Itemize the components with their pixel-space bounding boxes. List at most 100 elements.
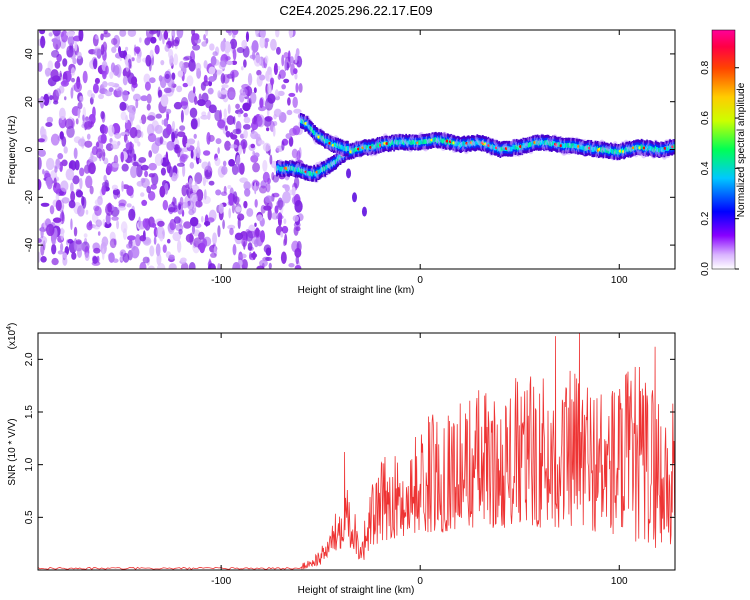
noise-speckle — [288, 92, 296, 97]
noise-speckle — [101, 185, 106, 196]
noise-speckle — [177, 148, 181, 158]
ridge-core — [432, 137, 435, 143]
ridge-core — [637, 144, 640, 150]
ridge-core — [528, 142, 531, 147]
ridge-core — [347, 146, 349, 151]
noise-speckle — [287, 97, 291, 106]
noise-speckle — [230, 69, 239, 78]
ridge-core — [553, 140, 555, 146]
noise-speckle — [274, 89, 279, 98]
noise-speckle — [68, 199, 76, 209]
noise-speckle — [106, 162, 113, 174]
noise-speckle — [294, 247, 302, 258]
noise-speckle — [89, 96, 94, 105]
ridge-core — [456, 141, 459, 146]
snr-frame — [37, 332, 676, 571]
ridge-core — [662, 147, 665, 152]
noise-speckle — [204, 169, 213, 180]
ridge-core — [408, 139, 411, 145]
noise-speckle — [43, 93, 50, 106]
noise-speckle — [245, 230, 253, 242]
noise-speckle — [195, 200, 203, 208]
noise-speckle — [249, 251, 252, 260]
ridge-core — [571, 143, 574, 148]
noise-speckle — [228, 207, 232, 219]
noise-speckle — [243, 59, 247, 68]
noise-speckle — [131, 57, 135, 62]
noise-speckle — [110, 144, 120, 150]
noise-speckle — [112, 188, 121, 196]
snr-y-tick-label: 0.5 — [24, 510, 35, 524]
noise-speckle — [190, 149, 194, 159]
noise-speckle — [159, 233, 164, 242]
noise-speckle — [202, 150, 211, 156]
noise-speckle — [49, 95, 54, 101]
snr-y-multiplier-base: (x10 — [7, 329, 18, 349]
ridge-core — [666, 146, 669, 151]
noise-speckle — [142, 218, 149, 229]
noise-speckle — [225, 30, 232, 34]
noise-speckle — [117, 86, 123, 98]
ridge-core — [562, 143, 565, 149]
noise-speckle — [107, 124, 115, 137]
noise-speckle — [93, 48, 102, 56]
spectral-side-feature — [346, 168, 352, 179]
ridge-core — [422, 139, 425, 145]
noise-speckle — [54, 60, 61, 69]
noise-speckle — [156, 30, 161, 38]
noise-speckle — [207, 263, 216, 269]
noise-speckle — [179, 125, 186, 131]
spectrogram-y-axis: -40 -20 0 20 40 — [24, 48, 675, 252]
noise-speckle — [173, 216, 181, 224]
ridge-core — [331, 141, 334, 147]
noise-speckle — [193, 33, 200, 41]
noise-speckle — [281, 141, 285, 151]
ridge-core — [605, 147, 608, 153]
noise-speckle — [206, 217, 215, 223]
ridge-core — [475, 140, 478, 146]
noise-speckle — [288, 30, 294, 39]
ridge-core — [592, 147, 595, 152]
noise-speckle — [38, 251, 41, 263]
ridge-core — [566, 143, 569, 149]
noise-speckle — [142, 256, 150, 264]
noise-speckle — [61, 159, 68, 167]
noise-speckle — [231, 163, 239, 176]
noise-speckle — [112, 162, 120, 168]
noise-speckle — [101, 248, 105, 261]
noise-speckle — [63, 146, 68, 154]
ridge-core — [532, 140, 535, 146]
noise-speckle — [264, 97, 274, 111]
noise-speckle — [183, 221, 192, 229]
noise-speckle — [217, 90, 222, 99]
noise-speckle — [265, 182, 271, 193]
noise-speckle — [148, 162, 157, 171]
ridge-core — [513, 144, 516, 150]
noise-speckle — [183, 55, 193, 61]
ridge-core — [325, 164, 328, 170]
noise-speckle — [228, 159, 236, 167]
noise-speckle — [121, 163, 129, 172]
ridge-core — [313, 130, 315, 136]
noise-speckle — [189, 216, 199, 227]
noise-speckle — [179, 196, 184, 206]
noise-speckle — [256, 69, 262, 76]
noise-speckle — [79, 167, 85, 177]
noise-speckle — [295, 82, 299, 93]
noise-speckle — [208, 66, 216, 75]
noise-speckle — [159, 136, 164, 145]
ridge-core — [279, 166, 282, 172]
noise-speckle — [92, 58, 98, 70]
ridge-core — [338, 144, 341, 150]
ridge-core — [334, 142, 337, 148]
noise-speckle — [125, 46, 129, 52]
noise-speckle — [83, 164, 90, 174]
ridge-core — [330, 141, 333, 147]
noise-speckle — [212, 51, 218, 57]
noise-speckle — [127, 30, 137, 37]
noise-speckle — [198, 231, 205, 240]
noise-speckle — [193, 95, 198, 105]
noise-speckle — [270, 38, 277, 51]
noise-speckle — [112, 64, 120, 76]
ridge-core — [542, 139, 544, 145]
